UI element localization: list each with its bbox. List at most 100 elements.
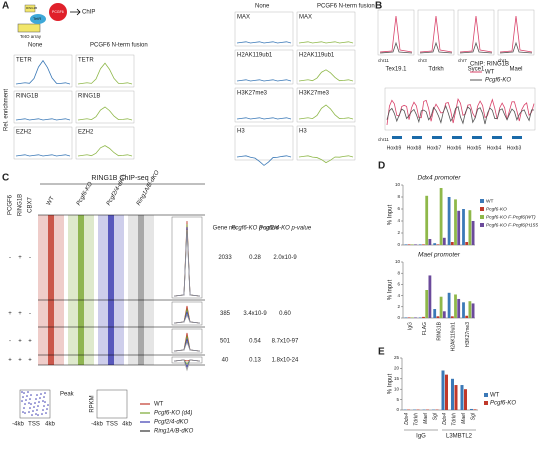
bar bbox=[422, 317, 425, 318]
legend-swatch bbox=[480, 215, 484, 219]
label: TetO array bbox=[20, 34, 42, 39]
label: % Input bbox=[388, 205, 394, 226]
label: 0.28 bbox=[249, 255, 261, 261]
label: Hoxb3 bbox=[507, 145, 522, 151]
bar bbox=[425, 290, 428, 318]
bar bbox=[419, 317, 422, 318]
peak-dot bbox=[36, 409, 38, 411]
label: None bbox=[28, 43, 43, 49]
peak-dot bbox=[32, 410, 34, 412]
label: TetR bbox=[33, 16, 41, 21]
peak-dot bbox=[41, 413, 43, 415]
heatmap-core bbox=[108, 215, 114, 365]
label: 8.7x10-97 bbox=[272, 339, 299, 345]
bar bbox=[443, 311, 446, 318]
bar bbox=[454, 294, 457, 318]
label: H2AK119ub1 bbox=[299, 53, 335, 59]
legend-label: Pcgf6-KO bbox=[485, 78, 511, 84]
bar bbox=[433, 243, 436, 245]
label: Tex19.1 bbox=[385, 67, 407, 73]
peak-dot bbox=[21, 400, 23, 402]
bar bbox=[462, 302, 465, 318]
label: CBX7 bbox=[28, 197, 34, 213]
bar bbox=[451, 379, 454, 410]
peak-dot bbox=[42, 400, 44, 402]
bar bbox=[448, 197, 451, 245]
peak-dot bbox=[36, 394, 38, 396]
gene-box bbox=[392, 136, 402, 139]
legend-label: Pcgf2/4-dKO bbox=[154, 420, 189, 426]
label: TSS bbox=[106, 422, 118, 428]
peak-dot bbox=[21, 391, 23, 393]
gene-box bbox=[512, 136, 522, 139]
label: Hoxb7 bbox=[427, 145, 442, 151]
heatmap-core bbox=[78, 215, 84, 365]
label: RING1B bbox=[26, 6, 37, 10]
bar bbox=[472, 221, 475, 245]
label: -4kb bbox=[91, 422, 103, 428]
bar bbox=[429, 239, 432, 245]
bar bbox=[419, 244, 422, 245]
label: MAX bbox=[237, 15, 250, 21]
label: Rel. enrichment bbox=[4, 89, 10, 131]
x-tick-label: Tdrkh bbox=[414, 413, 420, 426]
label: IgG bbox=[416, 434, 426, 440]
legend-label: Pcgf6-KO bbox=[486, 206, 507, 212]
y-tick-label: 10 bbox=[395, 259, 401, 264]
label: Mael bbox=[509, 67, 522, 73]
x-tick-label: IgG bbox=[408, 322, 414, 330]
x-tick-label: Tdrkh bbox=[452, 413, 458, 426]
x-tick-label: H3K27me3 bbox=[465, 322, 471, 347]
label: PCGF6 N-term fusion bbox=[317, 4, 375, 10]
label: 4kb bbox=[45, 422, 55, 428]
bar bbox=[440, 297, 443, 318]
y-tick-label: 10 bbox=[394, 386, 400, 391]
bar bbox=[462, 209, 465, 245]
label: + bbox=[8, 311, 12, 317]
heatmap-core bbox=[138, 215, 144, 365]
label: Hoxb4 bbox=[487, 145, 502, 151]
label: TETR bbox=[16, 58, 32, 64]
bar bbox=[443, 238, 446, 245]
bar bbox=[405, 244, 408, 245]
peak-dot bbox=[37, 414, 39, 416]
peak-dot bbox=[34, 402, 36, 404]
legend-label: Pcgf6-KO F-Pcgf6(WT) bbox=[486, 214, 536, 220]
label: 501 bbox=[220, 339, 231, 345]
gene-box bbox=[472, 136, 482, 139]
bar bbox=[433, 309, 436, 318]
bar bbox=[414, 317, 417, 318]
bar bbox=[465, 316, 468, 318]
bar bbox=[457, 211, 460, 245]
legend-label: Ring1A/B-dKO bbox=[154, 429, 194, 435]
x-tick-label: Sgl bbox=[433, 412, 439, 420]
teto-array bbox=[18, 24, 40, 32]
bar bbox=[422, 244, 425, 245]
peak-dot bbox=[24, 412, 26, 414]
peak-dot bbox=[26, 395, 28, 397]
peak-dot bbox=[37, 405, 39, 407]
label: TETR bbox=[78, 58, 94, 64]
bar bbox=[408, 317, 411, 318]
bar bbox=[442, 370, 445, 410]
peak-dot bbox=[29, 398, 31, 400]
x-tick-label: RING1B bbox=[436, 321, 442, 340]
bar bbox=[455, 385, 458, 410]
rpkm-box bbox=[97, 390, 127, 418]
peak-dot bbox=[44, 392, 46, 394]
peak-dot bbox=[46, 408, 48, 410]
legend-label: Pcgf6-KO bbox=[490, 401, 516, 407]
peak-dot bbox=[40, 393, 42, 395]
label: ChIP: RING1B bbox=[470, 62, 509, 68]
chart-title: Ddx4 promoter bbox=[418, 175, 462, 182]
bar bbox=[461, 385, 464, 410]
bar bbox=[469, 210, 472, 245]
label: 3.4x10-9 bbox=[243, 311, 267, 317]
label: EZH2 bbox=[78, 130, 94, 136]
bar bbox=[448, 293, 451, 318]
label: PCGF6 bbox=[8, 194, 14, 215]
peak-dot bbox=[45, 412, 47, 414]
label: + bbox=[18, 358, 22, 364]
chart-title: Mael promoter bbox=[418, 252, 461, 259]
